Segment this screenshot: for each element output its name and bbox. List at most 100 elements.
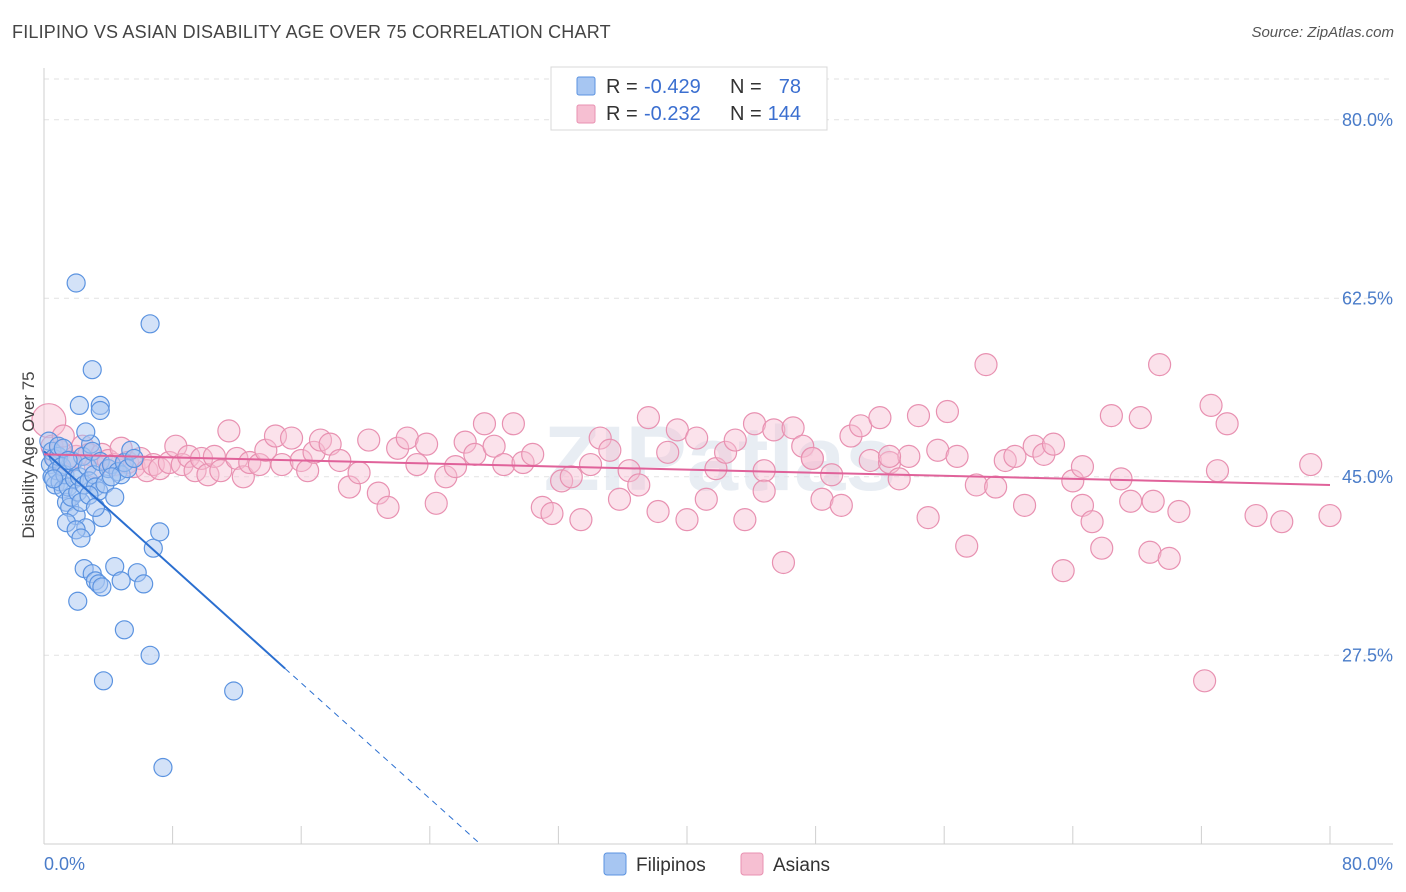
legend-swatch-filipinos xyxy=(576,76,596,96)
filipinos-point-62 xyxy=(93,671,114,691)
asians-point-59 xyxy=(482,434,506,458)
asians-point-123 xyxy=(1099,404,1123,428)
filipinos-point-76 xyxy=(85,497,106,517)
asians-point-85 xyxy=(733,508,757,532)
filipinos-point-64 xyxy=(66,273,86,293)
asians-point-138 xyxy=(1318,503,1342,528)
legend-r-label-filipinos: R = xyxy=(606,76,638,98)
asians-point-110 xyxy=(974,353,998,377)
series-legend: Filipinos Asians xyxy=(603,852,830,876)
asians-points xyxy=(31,353,1342,693)
x-tick-label-max: 80.0% xyxy=(1342,854,1393,874)
asians-point-47 xyxy=(366,481,390,505)
asians-point-54 xyxy=(434,465,458,489)
bottom-legend-filipinos: Filipinos xyxy=(636,855,706,876)
filipinos-point-58 xyxy=(150,522,170,542)
asians-point-137 xyxy=(1299,452,1323,477)
filipinos-trend-extension xyxy=(284,668,479,843)
asians-point-77 xyxy=(656,440,680,464)
asians-point-101 xyxy=(887,467,911,491)
asians-point-79 xyxy=(675,508,699,532)
filipinos-points xyxy=(39,273,244,778)
asians-point-99 xyxy=(868,406,892,430)
asians-point-128 xyxy=(1148,353,1172,377)
asians-point-28 xyxy=(209,459,233,483)
asians-point-86 xyxy=(742,412,767,436)
filipinos-point-47 xyxy=(71,528,91,548)
asians-point-74 xyxy=(627,473,651,497)
asians-point-109 xyxy=(964,473,988,497)
asians-point-140 xyxy=(1070,455,1095,479)
legend-r-label-asians: R = xyxy=(606,103,638,125)
bottom-legend-swatch-asians xyxy=(740,852,764,876)
asians-point-132 xyxy=(1199,393,1223,417)
filipinos-point-61 xyxy=(140,645,160,665)
y-tick-label-3: 80.0% xyxy=(1342,110,1393,130)
asians-point-65 xyxy=(540,501,564,526)
filipinos-point-66 xyxy=(82,360,102,380)
asians-point-134 xyxy=(1215,412,1239,436)
asians-point-31 xyxy=(231,465,255,489)
bottom-legend-asians: Asians xyxy=(773,855,830,876)
asians-point-58 xyxy=(472,412,497,436)
y-tick-labels: 27.5% 45.0% 62.5% 80.0% xyxy=(1342,110,1393,665)
asians-point-125 xyxy=(1119,489,1143,513)
asians-point-45 xyxy=(347,461,371,485)
asians-point-139 xyxy=(800,446,824,471)
bottom-legend-swatch-filipinos xyxy=(603,852,627,876)
asians-point-89 xyxy=(771,550,796,575)
asians-point-107 xyxy=(945,444,969,468)
asians-point-108 xyxy=(955,534,979,558)
filipinos-point-63 xyxy=(224,681,244,701)
legend-swatch-asians xyxy=(576,104,596,124)
asians-point-44 xyxy=(337,475,362,499)
filipinos-point-56 xyxy=(134,574,154,594)
asians-point-105 xyxy=(926,438,950,462)
asians-point-103 xyxy=(906,404,931,428)
correlation-legend: R = -0.429 N = 78 R = -0.232 N = 144 xyxy=(550,66,828,131)
asians-point-93 xyxy=(810,487,834,511)
filipinos-point-71 xyxy=(153,757,173,778)
asians-point-142 xyxy=(877,444,902,468)
asians-point-67 xyxy=(559,465,583,489)
asians-point-115 xyxy=(1022,434,1046,458)
filipinos-point-59 xyxy=(68,591,88,611)
filipinos-point-77 xyxy=(101,467,122,487)
asians-point-91 xyxy=(791,434,815,458)
asians-point-55 xyxy=(443,455,468,479)
asians-point-95 xyxy=(829,493,853,517)
asians-point-97 xyxy=(849,414,873,438)
y-tick-label-0: 27.5% xyxy=(1342,645,1393,665)
legend-n-label-asians: N = xyxy=(730,103,762,125)
asians-point-135 xyxy=(1244,503,1268,528)
asians-point-26 xyxy=(196,463,220,487)
asians-point-84 xyxy=(723,428,747,452)
y-tick-label-2: 62.5% xyxy=(1342,288,1393,308)
filipinos-point-67 xyxy=(69,395,89,415)
asians-point-119 xyxy=(1061,469,1085,493)
asians-point-102 xyxy=(897,444,921,468)
asians-point-80 xyxy=(685,426,709,450)
x-tick-label-min: 0.0% xyxy=(44,854,85,874)
legend-r-value-asians: -0.232 xyxy=(644,103,701,125)
legend-n-label-filipinos: N = xyxy=(730,76,762,98)
filipinos-point-54 xyxy=(111,571,131,591)
asians-trend-line xyxy=(43,453,1331,486)
asians-point-37 xyxy=(279,426,304,450)
asians-point-56 xyxy=(453,430,477,454)
filipinos-point-52 xyxy=(92,577,112,597)
filipinos-point-43 xyxy=(124,448,144,469)
asians-point-69 xyxy=(578,452,603,477)
asians-point-50 xyxy=(395,426,419,450)
asians-point-90 xyxy=(781,416,805,440)
asians-point-129 xyxy=(1157,546,1181,571)
asians-point-34 xyxy=(254,438,278,462)
filipinos-point-74 xyxy=(44,469,64,489)
asians-point-71 xyxy=(598,438,622,462)
asians-point-118 xyxy=(1051,559,1075,583)
asians-point-143 xyxy=(752,479,776,503)
filipinos-point-70 xyxy=(76,422,96,442)
legend-n-value-asians: 144 xyxy=(768,103,801,125)
asians-point-104 xyxy=(916,505,940,530)
